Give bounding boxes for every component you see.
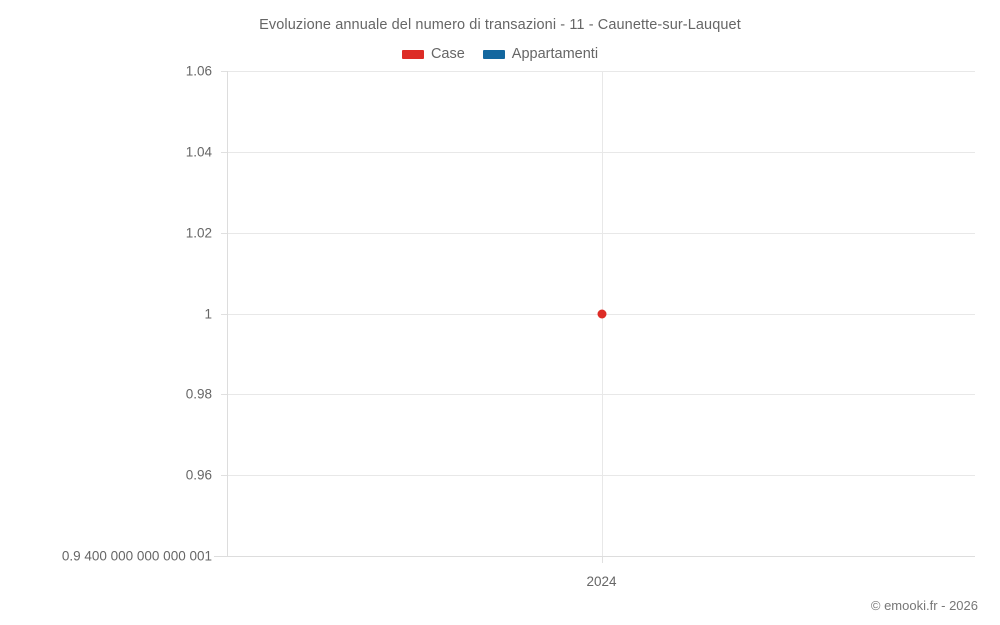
footer-credit: © emooki.fr - 2026 [870, 598, 978, 613]
x-axis-line [214, 556, 975, 557]
y-axis-tick [221, 313, 228, 315]
y-axis-tick-label: 1.02 [185, 225, 212, 241]
y-axis-tick [221, 475, 228, 477]
y-axis-tick [221, 71, 228, 72]
y-axis-tick-label: 1.06 [185, 63, 212, 79]
legend-label-appartamenti: Appartamenti [511, 46, 599, 62]
y-axis-tick-label: 0.98 [185, 386, 212, 402]
chart-legend: Case Appartamenti [0, 46, 1000, 62]
y-axis-tick [221, 232, 228, 234]
y-axis-tick [221, 394, 228, 396]
x-axis-tick [601, 556, 603, 563]
y-axis-tick-label: 0.9 400 000 000 000 001 [61, 548, 212, 564]
data-point-marker[interactable] [597, 309, 606, 318]
chart-title: Evoluzione annuale del numero di transaz… [259, 17, 741, 33]
y-axis-tick-label: 0.96 [185, 467, 212, 483]
legend-label-case: Case [430, 46, 465, 62]
legend-swatch-case [401, 49, 424, 59]
legend-swatch-appartamenti [482, 49, 505, 59]
plot-area [214, 71, 975, 563]
y-axis-tick [221, 151, 228, 153]
legend-item-appartamenti[interactable]: Appartamenti [482, 46, 599, 62]
y-axis-tick-label: 1 [204, 306, 212, 321]
x-axis-tick-label: 2024 [586, 574, 617, 589]
y-axis-line [227, 71, 228, 556]
y-axis-tick-label: 1.04 [185, 144, 212, 160]
legend-item-case[interactable]: Case [401, 46, 465, 62]
